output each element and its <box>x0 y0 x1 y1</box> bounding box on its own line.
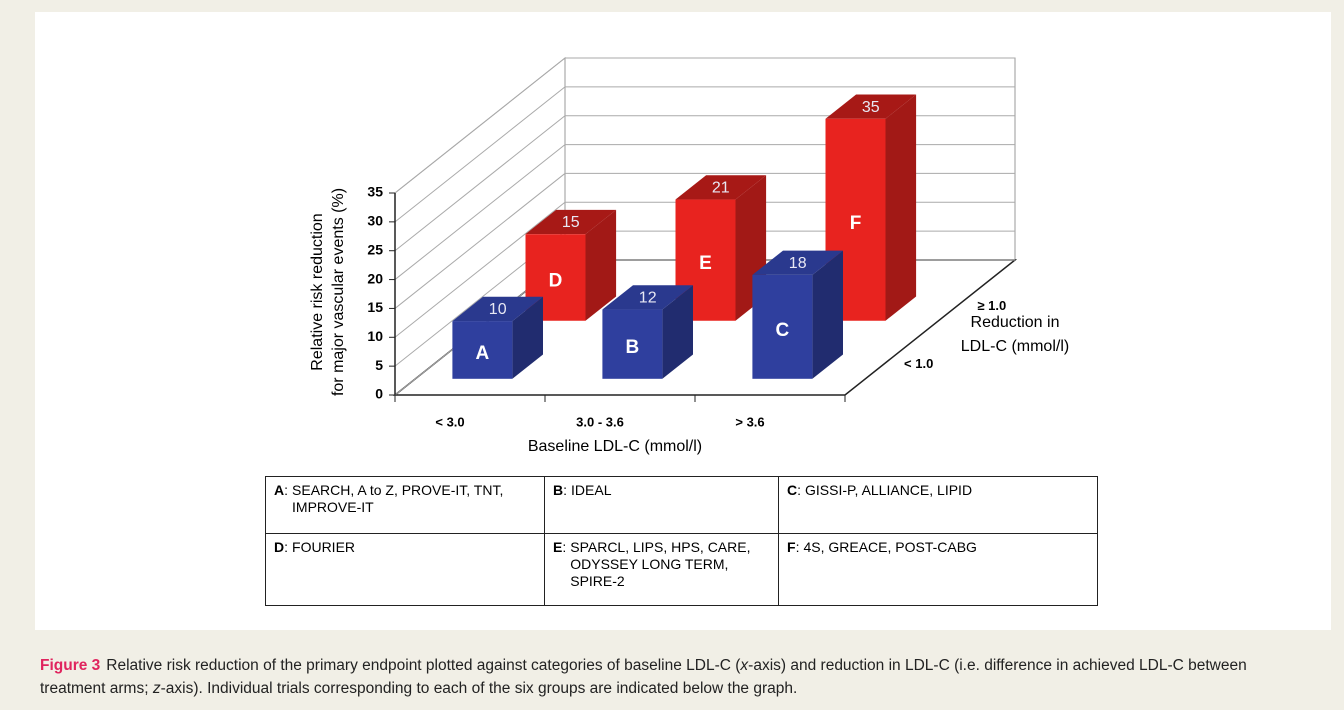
trial-list: SEARCH, A to Z, PROVE-IT, TNT, IMPROVE-I… <box>292 482 504 515</box>
value-label: 12 <box>639 290 657 307</box>
group-letter: C <box>787 482 798 498</box>
caption-text: Relative risk reduction of the primary e… <box>106 657 741 674</box>
value-label: 35 <box>862 99 880 116</box>
bar-top <box>825 94 917 119</box>
group-letter: A <box>274 482 285 498</box>
group-letter: B <box>553 482 564 498</box>
y-tick-label: 20 <box>367 270 383 286</box>
table-cell: C: GISSI-P, ALLIANCE, LIPID <box>778 476 1098 534</box>
bar-side <box>885 94 917 321</box>
value-label: 18 <box>789 255 807 272</box>
trial-list: IDEAL <box>571 482 612 498</box>
bar-top <box>602 285 693 310</box>
bar: 35 F <box>825 94 917 321</box>
bar-letter: B <box>626 337 640 358</box>
table-row: A: SEARCH, A to Z, PROVE-IT, TNT, IMPROVE… <box>265 476 1098 534</box>
y-axis-title: for major vascular events (%) <box>330 188 347 396</box>
trial-list: FOURIER <box>292 539 356 555</box>
bar: 18 C <box>752 250 843 379</box>
value-label: 10 <box>489 301 507 318</box>
back-wall <box>564 57 1016 261</box>
separator: : <box>795 539 800 555</box>
y-tick-label: 10 <box>367 328 383 344</box>
trial-list: GISSI-P, ALLIANCE, LIPID <box>805 482 973 498</box>
caption-text: x <box>740 657 749 674</box>
caption-text: z <box>152 680 161 697</box>
group-letter: E <box>553 539 563 555</box>
y-tick-label: 15 <box>367 299 383 315</box>
separator: : <box>797 482 802 498</box>
y-tick-label: 30 <box>367 213 383 229</box>
bar-top <box>752 250 843 275</box>
legend-table: A: SEARCH, A to Z, PROVE-IT, TNT, IMPROVE… <box>265 476 1098 606</box>
z-tick-label: < 1.0 <box>904 356 933 371</box>
bar-side <box>662 285 693 379</box>
bar-side <box>585 209 617 321</box>
bar-top <box>525 209 617 235</box>
caption-text: -axis). Individual trials corresponding … <box>160 680 798 697</box>
z-axis-title: Reduction in <box>971 314 1060 331</box>
value-label: 21 <box>712 180 730 197</box>
caption: Figure 3 Relative risk reduction of the p… <box>40 654 1310 700</box>
separator: : <box>563 482 568 498</box>
bar-front <box>602 309 663 379</box>
z-axis-title: LDL-C (mmol/l) <box>961 338 1069 355</box>
value-label: 15 <box>562 214 580 231</box>
table-cell: E: SPARCL, LIPS, HPS, CARE, ODYSSEY LONG … <box>544 533 779 606</box>
grid-line <box>394 86 1015 223</box>
caption-label: Figure 3 <box>40 657 101 674</box>
bar-letter: E <box>699 253 712 274</box>
separator: : <box>284 539 289 555</box>
trial-list: 4S, GREACE, POST-CABG <box>803 539 977 555</box>
bar-front <box>752 274 813 379</box>
x-tick-label: < 3.0 <box>435 414 464 429</box>
trial-list: SPARCL, LIPS, HPS, CARE, ODYSSEY LONG TE… <box>570 539 751 589</box>
chart: 0 5 10 15 20 25 30 35 < 3.0 3.0 - 3.6 > 3.6 Baselin… <box>309 56 1069 455</box>
y-tick-label: 5 <box>375 357 383 373</box>
group-letter: D <box>274 539 285 555</box>
bar-letter: C <box>776 320 790 341</box>
z-tick-label: ≥ 1.0 <box>977 298 1006 313</box>
caption-text: -axis) and reduction in LDL-C (i.e. diff… <box>40 657 1247 697</box>
table-cell: D: FOURIER <box>265 533 545 606</box>
bar-top <box>452 296 543 322</box>
bar: 12 B <box>602 285 693 379</box>
bar-letter: A <box>476 343 490 364</box>
bar-side <box>512 296 543 379</box>
table-cell: B: IDEAL <box>544 476 779 534</box>
grid-line <box>394 57 1015 194</box>
bar-top <box>675 175 767 200</box>
bar-front <box>452 321 513 379</box>
y-tick-label: 25 <box>367 241 383 257</box>
bar: 10 A <box>452 296 543 379</box>
x-tick-label: 3.0 - 3.6 <box>576 414 624 429</box>
table-cell: A: SEARCH, A to Z, PROVE-IT, TNT, IMPROVE… <box>265 476 545 534</box>
bar-letter: F <box>850 213 862 234</box>
table-row: D: FOURIER E: SPARCL, LIPS, HPS, CARE, ODYS… <box>265 533 1098 606</box>
x-tick-label: > 3.6 <box>735 414 764 429</box>
group-letter: F <box>787 539 796 555</box>
y-axis-title: Relative risk reduction <box>309 213 326 370</box>
separator: : <box>284 482 289 498</box>
bar: 15 D <box>525 209 617 321</box>
table-cell: F: 4S, GREACE, POST-CABG <box>778 533 1098 606</box>
bar-letter: D <box>549 270 563 291</box>
separator: : <box>562 539 567 555</box>
bar-side <box>812 250 843 379</box>
x-axis-title: Baseline LDL-C (mmol/l) <box>528 438 702 455</box>
y-tick-label: 0 <box>375 386 383 402</box>
y-tick-label: 35 <box>367 184 383 200</box>
